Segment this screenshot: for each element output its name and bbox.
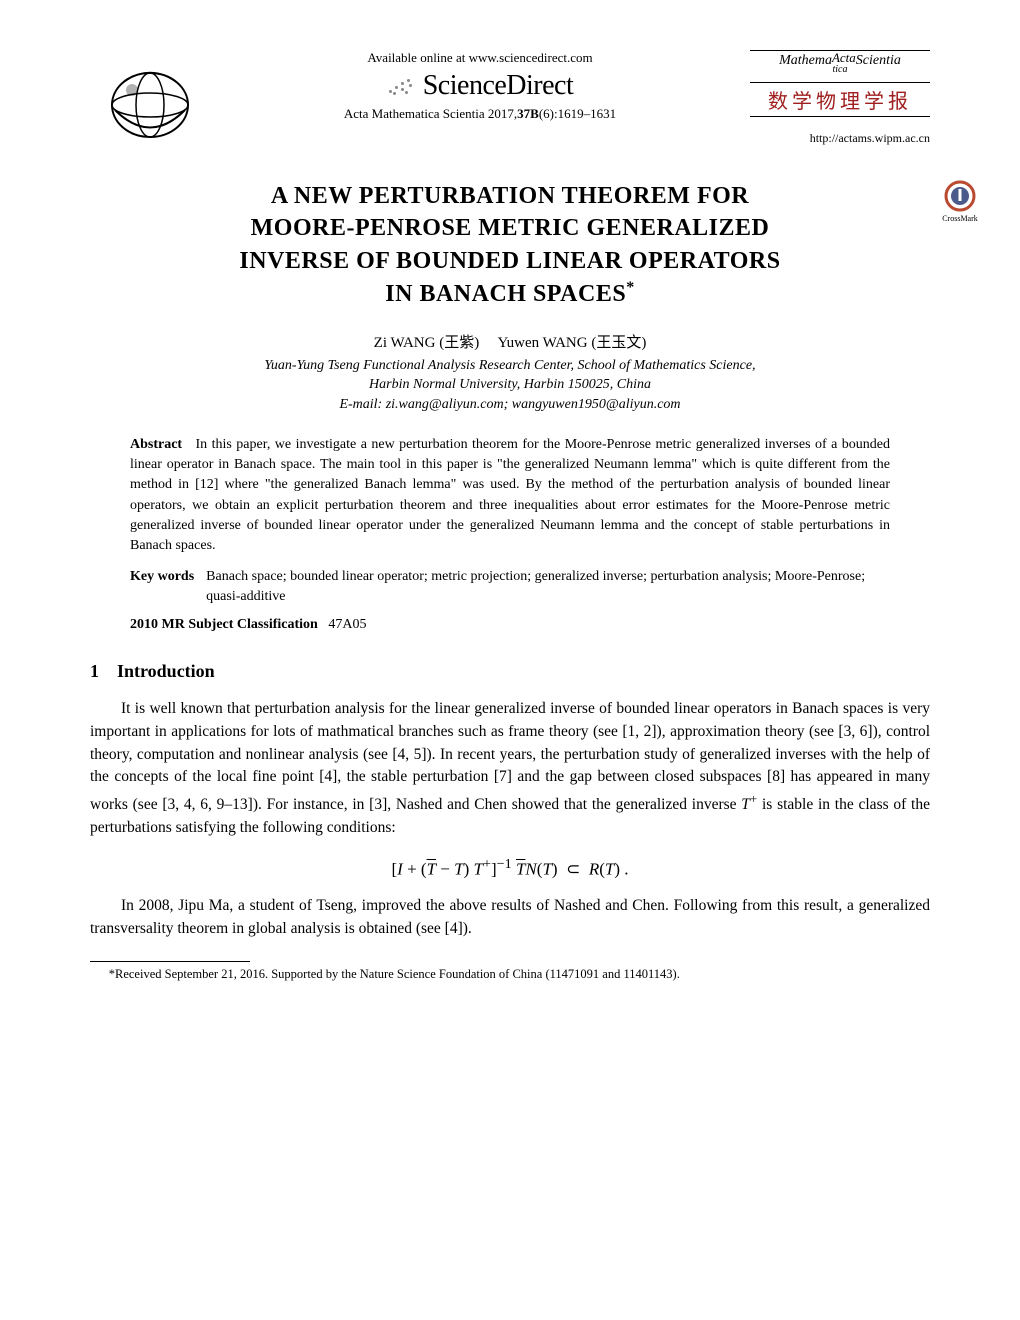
available-online-text: Available online at www.sciencedirect.co… bbox=[220, 50, 740, 66]
title-footnote-marker: * bbox=[626, 279, 635, 296]
keywords-text: Banach space; bounded linear operator; m… bbox=[206, 567, 890, 608]
formula-1: [I + (T − T) T+]−1 TN(T) ⊂ R(T) . bbox=[90, 856, 930, 880]
keywords-label: Key words bbox=[130, 567, 206, 608]
author-emails: E-mail: zi.wang@aliyun.com; wangyuwen195… bbox=[90, 397, 930, 413]
footnote: *Received September 21, 2016. Supported … bbox=[90, 966, 930, 984]
abstract-text: In this paper, we investigate a new pert… bbox=[130, 437, 890, 553]
authors: Zi WANG (王紫) Yuwen WANG (王玉文) bbox=[90, 331, 930, 352]
crossmark-badge[interactable]: CrossMark bbox=[940, 180, 980, 223]
journal-url: http://actams.wipm.ac.cn bbox=[750, 131, 930, 146]
header-right: MathemaActaScientia tica 数学物理学报 http://a… bbox=[750, 50, 930, 146]
section-title: Introduction bbox=[117, 661, 215, 681]
title-block: A NEW PERTURBATION THEOREM FOR MOORE-PEN… bbox=[90, 180, 930, 311]
affiliation-line-1: Yuan-Yung Tseng Functional Analysis Rese… bbox=[264, 358, 755, 373]
sciencedirect-brand: ScienceDirect bbox=[220, 70, 740, 102]
msc-label: 2010 MR Subject Classification bbox=[130, 617, 318, 632]
article-title: A NEW PERTURBATION THEOREM FOR MOORE-PEN… bbox=[90, 180, 930, 311]
title-line-1: A NEW PERTURBATION THEOREM FOR bbox=[271, 183, 749, 209]
crossmark-icon bbox=[944, 180, 976, 212]
section-number: 1 bbox=[90, 661, 99, 681]
abstract-label: Abstract bbox=[130, 437, 182, 452]
citation-line: Acta Mathematica Scientia 2017,37B(6):16… bbox=[220, 106, 740, 122]
section-1-heading: 1 Introduction bbox=[90, 661, 930, 682]
footnote-rule bbox=[90, 961, 250, 962]
abstract: Abstract In this paper, we investigate a… bbox=[130, 435, 890, 557]
journal-title-latin: MathemaActaScientia tica bbox=[750, 53, 930, 82]
author-2: Yuwen WANG (王玉文) bbox=[497, 335, 646, 351]
journal-title-chinese: 数学物理学报 bbox=[750, 82, 930, 114]
affiliation-line-2: Harbin Normal University, Harbin 150025,… bbox=[369, 377, 651, 392]
title-line-2: MOORE-PENROSE METRIC GENERALIZED bbox=[251, 215, 770, 241]
header: Available online at www.sciencedirect.co… bbox=[90, 50, 930, 150]
sciencedirect-dots-icon bbox=[387, 76, 417, 96]
title-line-3: INVERSE OF BOUNDED LINEAR OPERATORS bbox=[239, 248, 780, 274]
sciencedirect-text: ScienceDirect bbox=[423, 70, 574, 102]
affiliation: Yuan-Yung Tseng Functional Analysis Rese… bbox=[90, 356, 930, 395]
page: Available online at www.sciencedirect.co… bbox=[0, 0, 1020, 1320]
paragraph-1: It is well known that perturbation analy… bbox=[90, 698, 930, 841]
paragraph-2: In 2008, Jipu Ma, a student of Tseng, im… bbox=[90, 895, 930, 941]
globe-icon bbox=[100, 55, 200, 145]
title-line-4: IN BANACH SPACES bbox=[385, 281, 626, 307]
journal-title-box: MathemaActaScientia tica 数学物理学报 bbox=[750, 50, 930, 117]
msc-code: 47A05 bbox=[328, 617, 366, 632]
elsevier-logo bbox=[90, 50, 210, 150]
msc-classification: 2010 MR Subject Classification 47A05 bbox=[130, 617, 890, 633]
keywords: Key words Banach space; bounded linear o… bbox=[130, 567, 890, 608]
header-center: Available online at www.sciencedirect.co… bbox=[210, 50, 750, 122]
author-1: Zi WANG (王紫) bbox=[374, 335, 480, 351]
crossmark-label: CrossMark bbox=[940, 214, 980, 223]
